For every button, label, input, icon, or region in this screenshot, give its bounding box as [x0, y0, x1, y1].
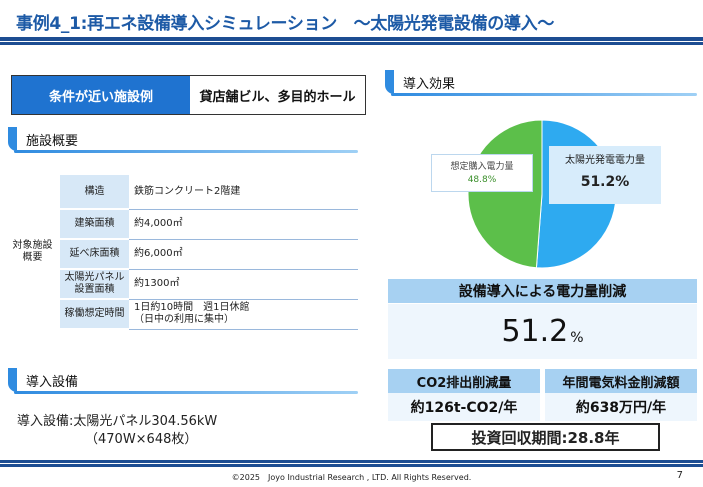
pie-label-purchased-value: 48.8% — [467, 175, 497, 185]
equipment-line-2: （470W×648枚） — [85, 432, 198, 447]
footer-divider — [0, 460, 703, 467]
equipment-section-title: 導入設備 — [26, 375, 79, 390]
pie-label-purchased-name: 想定購入電力量 — [450, 162, 514, 172]
reduction-band: 設備導入による電力量削減 — [388, 279, 697, 303]
facility-section-title: 施設概要 — [26, 134, 79, 149]
co2-header: CO2排出削減量 — [388, 369, 540, 393]
facility-label-panel-area: 太陽光パネル 設置面積 — [60, 269, 129, 300]
facility-label-floor-area: 延べ床面積 — [60, 239, 129, 270]
table-row: 稼働想定時間 1日約10時間 週1日休館 （日中の利用に集中） — [5, 299, 358, 330]
condition-label: 条件が近い施設例 — [12, 76, 190, 114]
facility-group-label: 対象施設 概要 — [12, 239, 53, 264]
pie-label-solar-value: 51.2% — [580, 174, 630, 190]
facility-label-structure: 構造 — [60, 175, 129, 210]
facility-label-operating-hours: 稼働想定時間 — [60, 299, 129, 330]
facility-value-floor-area: 約6,000㎡ — [129, 239, 358, 270]
equipment-section-header: 導入設備 — [8, 368, 358, 394]
co2-value: 約126t-CO2/年 — [388, 393, 540, 421]
cost-value: 約638万円/年 — [545, 393, 697, 421]
condition-value: 貸店舗ビル、多目的ホール — [199, 89, 356, 105]
facility-label-building-area: 建築面積 — [60, 209, 129, 240]
facility-value-building-area: 約4,000㎡ — [129, 209, 358, 240]
table-row: 対象施設 概要 構造 鉄筋コンクリート2階建 — [5, 175, 358, 263]
equipment-line-1: 導入設備:太陽光パネル304.56kW — [17, 414, 218, 429]
title-divider — [0, 37, 703, 45]
condition-box: 条件が近い施設例 貸店舗ビル、多目的ホール — [11, 75, 366, 115]
reduction-value: 51.2 — [501, 314, 569, 349]
effect-section-title: 導入効果 — [403, 77, 456, 92]
page-title: 事例4_1:再エネ設備導入シミュレーション ～太陽光発電設備の導入～ — [16, 14, 555, 34]
facility-table: 対象施設 概要 構造 鉄筋コンクリート2階建 建築面積 約4,000㎡ 延べ床面… — [5, 175, 358, 330]
facility-value-structure: 鉄筋コンクリート2階建 — [129, 175, 358, 210]
facility-value-panel-area: 約1300㎡ — [129, 269, 358, 300]
reduction-unit: % — [570, 329, 584, 346]
pie-label-solar: 太陽光発電電力量 51.2% — [549, 146, 661, 204]
facility-section-header: 施設概要 — [8, 127, 358, 153]
copyright: ©2025 Joyo Industrial Research , LTD. Al… — [231, 473, 472, 482]
cost-header: 年間電気料金削減額 — [545, 369, 697, 393]
effect-section-header: 導入効果 — [385, 70, 697, 96]
table-row: 延べ床面積 約6,000㎡ — [5, 239, 358, 270]
facility-value-operating-hours: 1日約10時間 週1日休館 （日中の利用に集中） — [129, 299, 358, 330]
table-row: 建築面積 約4,000㎡ — [5, 209, 358, 240]
equipment-text: 導入設備:太陽光パネル304.56kW （470W×648枚） — [17, 413, 217, 449]
reduction-value-box: 51.2 % — [388, 304, 697, 359]
page-number: 7 — [676, 470, 683, 481]
payback-box: 投資回収期間:28.8年 — [431, 423, 660, 451]
pie-slice-1 — [467, 119, 543, 269]
table-row: 太陽光パネル 設置面積 約1300㎡ — [5, 269, 358, 300]
pie-label-solar-name: 太陽光発電電力量 — [565, 155, 645, 166]
pie-label-purchased: 想定購入電力量 48.8% — [431, 154, 533, 192]
